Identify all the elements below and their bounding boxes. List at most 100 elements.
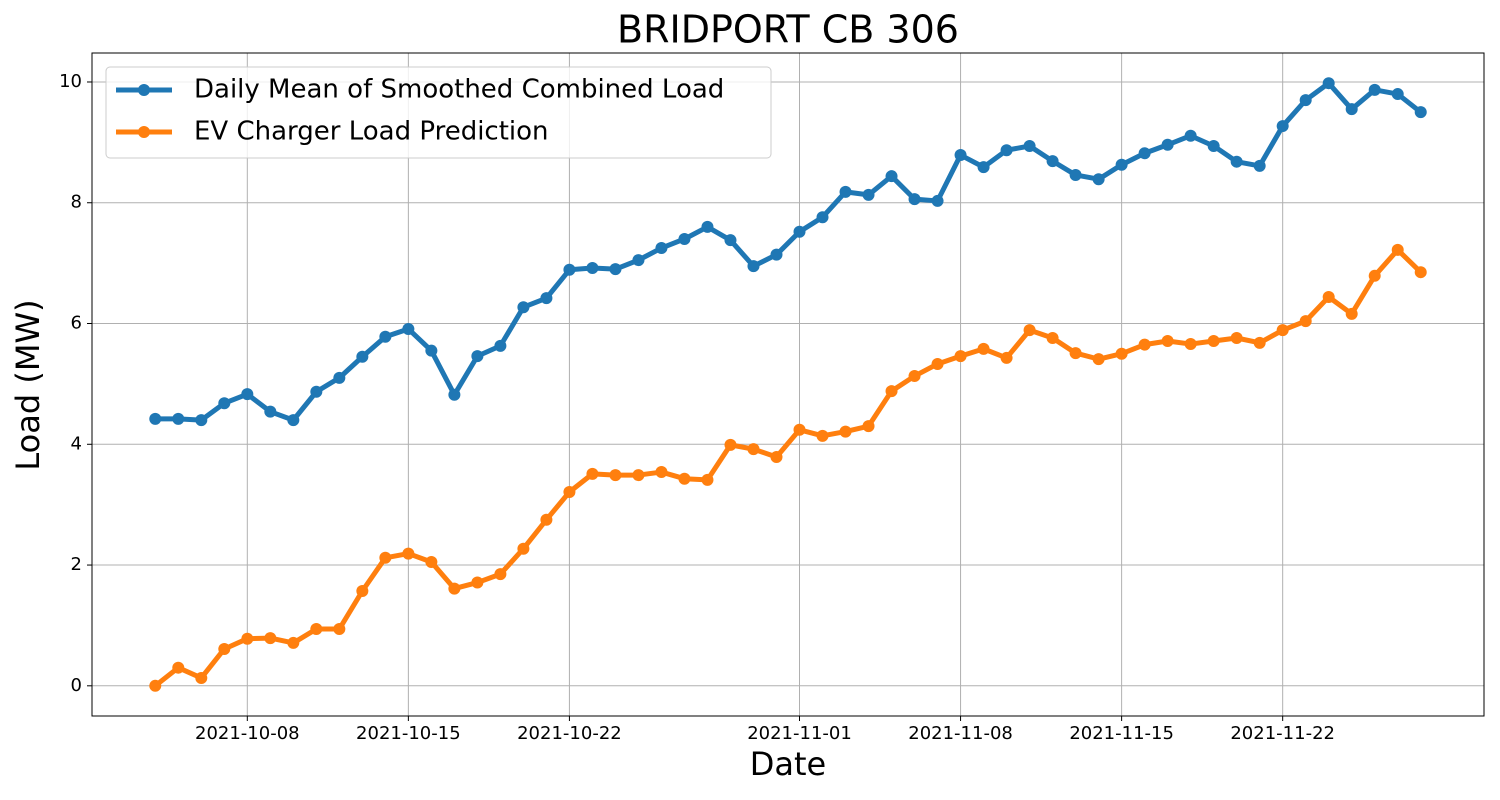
y-tick-label: 10	[59, 71, 82, 92]
x-tick-label: 2021-11-01	[747, 723, 852, 744]
data-point	[310, 385, 323, 398]
data-point	[1092, 173, 1105, 186]
data-point	[862, 420, 875, 433]
data-point	[1322, 290, 1335, 303]
data-point	[770, 248, 783, 261]
data-point	[1322, 77, 1335, 90]
data-point	[425, 556, 438, 569]
data-point	[1046, 155, 1059, 168]
data-point	[747, 443, 760, 456]
data-point	[402, 547, 415, 560]
data-point	[793, 225, 806, 238]
data-point	[1023, 324, 1036, 337]
data-point	[908, 193, 921, 206]
data-point	[977, 161, 990, 174]
data-point	[609, 469, 622, 482]
data-point	[1414, 266, 1427, 279]
data-point	[218, 642, 231, 655]
legend-label: Daily Mean of Smoothed Combined Load	[194, 75, 724, 105]
data-point	[701, 473, 714, 486]
data-point	[816, 429, 829, 442]
data-point	[563, 485, 576, 498]
data-point	[931, 357, 944, 370]
data-point	[1368, 269, 1381, 282]
data-point	[885, 170, 898, 183]
data-point	[586, 261, 599, 274]
series-line	[153, 247, 1423, 688]
data-point	[471, 576, 484, 589]
data-point	[448, 388, 461, 401]
data-point	[678, 472, 691, 485]
data-point	[494, 568, 507, 581]
data-point	[1184, 129, 1197, 142]
chart-title: BRIDPORT CB 306	[617, 8, 959, 52]
x-tick-label: 2021-10-15	[356, 723, 461, 744]
data-point	[793, 423, 806, 436]
x-tick-label: 2021-11-08	[908, 723, 1013, 744]
data-point	[218, 397, 231, 410]
legend-marker	[138, 126, 150, 138]
data-point	[1161, 138, 1174, 151]
data-point	[724, 234, 737, 247]
data-point	[1391, 243, 1404, 256]
data-point	[1345, 307, 1358, 320]
data-point	[448, 582, 461, 595]
data-point	[310, 623, 323, 636]
data-point	[264, 632, 277, 645]
plot-frame	[91, 52, 1485, 717]
data-point	[885, 385, 898, 398]
y-axis-label: Load (MW)	[9, 299, 47, 470]
data-point	[770, 450, 783, 463]
data-point	[1253, 159, 1266, 172]
data-point	[839, 425, 852, 438]
data-point	[1115, 158, 1128, 171]
data-point	[1138, 147, 1151, 160]
x-tick-label: 2021-11-22	[1230, 723, 1335, 744]
data-point	[655, 242, 668, 255]
data-point	[195, 671, 208, 684]
data-point	[540, 292, 553, 305]
data-point	[747, 260, 760, 273]
data-point	[356, 585, 369, 598]
data-point	[931, 194, 944, 207]
data-point	[356, 350, 369, 363]
data-point	[1000, 144, 1013, 157]
data-point	[954, 149, 967, 162]
data-point	[1000, 351, 1013, 364]
data-point	[425, 344, 438, 357]
x-axis-label: Date	[750, 745, 826, 783]
data-point	[1299, 315, 1312, 328]
legend-label: EV Charger Load Prediction	[194, 117, 549, 147]
data-point	[1207, 139, 1220, 152]
data-point	[379, 551, 392, 564]
data-point	[816, 211, 829, 224]
data-point	[333, 371, 346, 384]
data-point	[1138, 338, 1151, 351]
data-point	[908, 370, 921, 383]
y-tick-label: 8	[71, 192, 82, 213]
legend-marker	[138, 84, 150, 96]
data-point	[172, 412, 185, 425]
data-point	[517, 542, 530, 555]
data-point	[632, 469, 645, 482]
data-point	[701, 220, 714, 233]
data-point	[1092, 353, 1105, 366]
data-point	[1184, 338, 1197, 351]
data-point	[494, 339, 507, 352]
y-tick-label: 4	[71, 433, 82, 454]
data-point	[287, 636, 300, 649]
data-point	[1253, 336, 1266, 349]
legend-frame	[105, 66, 772, 159]
data-point	[1276, 324, 1289, 337]
data-point	[402, 322, 415, 335]
data-point	[264, 405, 277, 418]
data-point	[977, 342, 990, 355]
data-point	[724, 438, 737, 451]
data-point	[1368, 83, 1381, 96]
data-point	[379, 330, 392, 343]
data-point	[1230, 155, 1243, 168]
data-point	[1391, 88, 1404, 101]
data-point	[287, 414, 300, 427]
x-tick-label: 2021-11-15	[1069, 723, 1174, 744]
